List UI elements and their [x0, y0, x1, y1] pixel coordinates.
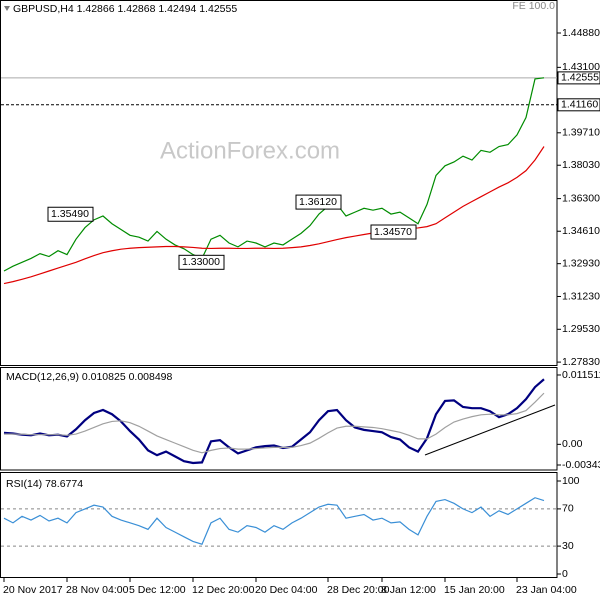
annotation-box	[47, 206, 94, 222]
x-tick-label: 15 Jan 20:00	[444, 584, 505, 596]
series-line	[3, 77, 545, 272]
y-tick-label: 1.38030	[562, 159, 600, 171]
annotation-box	[178, 254, 225, 270]
fe-label: FE 100.0	[512, 0, 555, 12]
series-line	[3, 146, 545, 285]
y-tick-label: 0.011511	[562, 369, 600, 381]
series-line	[3, 497, 545, 545]
y-tick-label: 1.31230	[562, 290, 600, 302]
x-tick-label: 8 Jan 12:00	[381, 584, 436, 596]
x-tick-label: 28 Nov 04:00	[66, 584, 129, 596]
x-tick-label: 12 Dec 20:00	[192, 584, 255, 596]
y-tick-label: 0	[562, 568, 568, 580]
y-tick-label: 30	[562, 540, 574, 552]
watermark: ActionForex.com	[160, 137, 340, 164]
annotation-box	[295, 194, 342, 210]
macd-title: MACD(12,26,9) 0.010825 0.008498	[6, 371, 173, 383]
price-label: 1.41160	[561, 99, 598, 111]
price-label-box	[557, 71, 600, 85]
x-tick-label: 20 Dec 04:00	[255, 584, 318, 596]
x-tick-label: 28 Dec 20:00	[327, 584, 390, 596]
y-tick-label: 1.44880	[562, 27, 600, 39]
y-tick-label: 1.29530	[562, 323, 600, 335]
macd-trendline	[424, 404, 556, 456]
x-tick-label: 5 Dec 12:00	[129, 584, 186, 596]
y-tick-label: 0.00	[562, 438, 583, 450]
y-tick-label: 100	[562, 475, 580, 487]
price-panel-frame	[0, 0, 558, 366]
chart-title: GBPUSD,H4 1.42866 1.42868 1.42494 1.4255…	[13, 3, 237, 15]
symbol-icon	[4, 6, 10, 11]
annotation-label: 1.36120	[299, 196, 337, 208]
y-tick-label: 1.39710	[562, 127, 600, 139]
series-line	[3, 378, 545, 465]
y-tick-label: 1.43100	[562, 61, 600, 73]
x-tick-label: 20 Nov 2017	[3, 584, 63, 596]
y-tick-label: -0.00343	[562, 459, 600, 471]
series-line	[4, 392, 545, 454]
annotation-label: 1.35490	[51, 208, 89, 220]
annotation-label: 1.34570	[374, 226, 412, 238]
y-tick-label: 1.34610	[562, 225, 600, 237]
annotation-label: 1.33000	[182, 256, 220, 268]
y-tick-label: 1.36300	[562, 192, 600, 204]
y-tick-label: 1.32930	[562, 257, 600, 269]
y-tick-label: 70	[562, 503, 574, 515]
annotation-box	[370, 224, 417, 240]
x-tick-label: 23 Jan 04:00	[516, 584, 577, 596]
price-label-box	[557, 98, 600, 112]
macd-panel-frame	[0, 367, 558, 471]
y-tick-label: 1.27830	[562, 356, 600, 368]
price-label: 1.42555	[561, 72, 599, 84]
rsi-title: RSI(14) 78.6774	[6, 478, 83, 490]
rsi-panel-frame	[0, 472, 558, 578]
